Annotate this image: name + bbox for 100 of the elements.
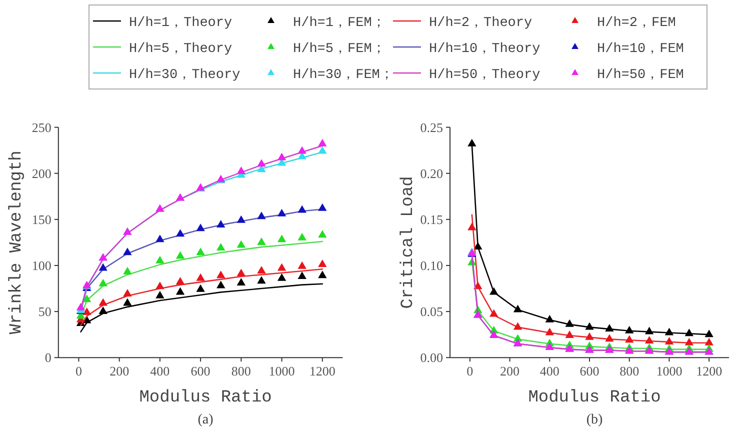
point bbox=[98, 306, 108, 314]
x-tick-label: 800 bbox=[231, 364, 251, 379]
x-tick-label: 600 bbox=[190, 364, 210, 379]
point bbox=[257, 212, 266, 220]
point bbox=[236, 166, 246, 174]
point bbox=[236, 215, 246, 223]
legend-label: H/h=50，Theory bbox=[429, 68, 540, 83]
y-tick-label: 100 bbox=[32, 258, 52, 273]
y-tick-label: 0.05 bbox=[420, 304, 443, 320]
point bbox=[513, 322, 522, 330]
y-tick-label: 0 bbox=[44, 350, 52, 366]
x-tick-label: 0 bbox=[75, 364, 82, 379]
legend-label: H/h=30，Theory bbox=[129, 68, 240, 83]
point bbox=[644, 326, 654, 334]
legend-label: H/h=30，FEM； bbox=[293, 68, 394, 83]
point bbox=[156, 282, 164, 290]
point bbox=[545, 328, 554, 336]
point bbox=[216, 270, 226, 278]
point bbox=[468, 222, 476, 230]
point bbox=[277, 208, 286, 216]
point bbox=[82, 307, 92, 315]
point bbox=[585, 332, 594, 340]
point bbox=[196, 284, 205, 292]
point bbox=[196, 273, 205, 281]
legend-label: H/h=2，FEM bbox=[597, 16, 676, 31]
point bbox=[605, 324, 614, 332]
x-axis-title: Modulus Ratio bbox=[528, 388, 661, 408]
point bbox=[123, 266, 132, 274]
point bbox=[176, 287, 185, 295]
point bbox=[585, 322, 594, 330]
point bbox=[123, 248, 132, 256]
x-tick-label: 1000 bbox=[268, 364, 295, 379]
point bbox=[545, 314, 554, 322]
point bbox=[196, 248, 205, 256]
legend-label: H/h=1，Theory bbox=[129, 16, 232, 31]
x-tick-label: 200 bbox=[500, 364, 520, 379]
point bbox=[257, 266, 266, 274]
y-tick-label: 200 bbox=[32, 166, 52, 181]
point bbox=[318, 260, 327, 268]
point bbox=[298, 205, 306, 213]
point bbox=[704, 338, 714, 346]
point bbox=[156, 290, 164, 298]
y-tick-label: 0.15 bbox=[420, 212, 443, 227]
legend-label: H/h=2，Theory bbox=[429, 16, 532, 31]
point bbox=[318, 230, 327, 238]
y-tick-label: 0.25 bbox=[420, 120, 443, 135]
text: (a) bbox=[198, 412, 214, 428]
point bbox=[123, 298, 132, 306]
point bbox=[565, 319, 574, 327]
x-tick-label: 1000 bbox=[656, 364, 682, 379]
point bbox=[236, 278, 246, 286]
y-tick-label: 150 bbox=[32, 212, 52, 227]
y-tick-label: 250 bbox=[32, 120, 52, 135]
point bbox=[257, 159, 266, 167]
x-tick-label: 200 bbox=[110, 364, 130, 379]
point bbox=[216, 280, 226, 288]
y-axis-title: Wrinkle Wavelength bbox=[7, 150, 26, 334]
legend-label: H/h=50，FEM bbox=[597, 68, 684, 83]
point bbox=[98, 278, 108, 286]
point bbox=[625, 326, 634, 334]
line-series bbox=[80, 283, 324, 332]
point bbox=[489, 287, 498, 295]
point bbox=[216, 242, 226, 250]
x-axis-title: Modulus Ratio bbox=[139, 388, 272, 408]
point bbox=[644, 336, 654, 344]
point bbox=[277, 152, 286, 160]
y-tick-label: 0.00 bbox=[420, 350, 443, 366]
y-axis-title: Critical Load bbox=[399, 176, 418, 309]
point bbox=[176, 229, 185, 237]
y-tick-label: 0.20 bbox=[420, 166, 443, 181]
legend-label: H/h=10，FEM bbox=[597, 42, 684, 57]
point bbox=[565, 330, 574, 338]
point bbox=[684, 328, 694, 336]
y-tick-label: 0.10 bbox=[420, 258, 443, 273]
point bbox=[156, 234, 164, 242]
point bbox=[664, 336, 674, 344]
point bbox=[156, 256, 164, 264]
point bbox=[489, 309, 498, 317]
x-tick-label: 1200 bbox=[309, 364, 336, 379]
legend-label: H/h=10，Theory bbox=[429, 42, 540, 57]
point bbox=[605, 334, 614, 342]
x-tick-label: 400 bbox=[540, 364, 560, 379]
point bbox=[625, 335, 634, 343]
x-tick-label: 400 bbox=[150, 364, 170, 379]
point bbox=[257, 276, 266, 284]
point bbox=[123, 289, 132, 297]
x-tick-label: 600 bbox=[580, 364, 600, 379]
point bbox=[98, 263, 108, 271]
point bbox=[298, 232, 306, 240]
point bbox=[277, 273, 286, 281]
point bbox=[76, 302, 86, 310]
x-tick-label: 800 bbox=[620, 364, 640, 379]
x-tick-label: 1200 bbox=[696, 364, 722, 379]
point bbox=[318, 270, 327, 278]
point bbox=[468, 138, 476, 146]
legend-label: H/h=1，FEM； bbox=[293, 16, 386, 31]
point bbox=[664, 328, 674, 336]
point bbox=[176, 251, 185, 259]
point bbox=[216, 220, 226, 228]
point bbox=[298, 261, 306, 269]
